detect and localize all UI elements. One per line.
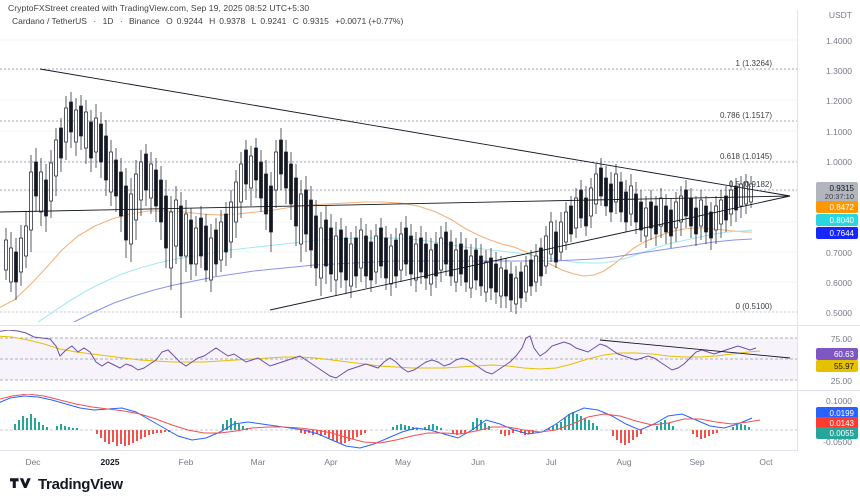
macd-signal-badge: 0.0143 <box>816 417 858 430</box>
ma-slow-badge: 0.7644 <box>816 227 858 240</box>
rsi-tick-25: 25.00 <box>830 376 852 386</box>
ma-fast-badge: 0.8472 <box>816 201 858 214</box>
time-label-mar: Mar <box>250 457 266 467</box>
ohlc-open-value: 0.9244 <box>176 16 203 26</box>
attribution-text: CryptoFXStreet created with TradingView.… <box>8 3 310 13</box>
candle-group-mid <box>229 128 328 296</box>
candle-group-left <box>4 92 128 300</box>
ascending-support-line <box>269 195 791 311</box>
macd-axis-separator <box>798 390 860 391</box>
fib-label-0786: 0.786 (1.1517) <box>719 111 772 120</box>
symbol-separator-2: · <box>119 16 123 26</box>
ma-slow-line <box>72 238 753 322</box>
fib-anchor-line <box>0 195 791 213</box>
price-tick-1-2000: 1.2000 <box>826 96 852 106</box>
price-tick-1-1000: 1.1000 <box>826 127 852 137</box>
ohlc-close-value: 0.9315 <box>302 16 329 26</box>
time-axis[interactable]: Dec 2025 Feb Mar Apr May Jun Jul Aug Sep… <box>0 450 798 473</box>
price-axis[interactable] <box>797 10 860 450</box>
time-label-sep: Sep <box>689 457 705 467</box>
macd-signal-line <box>0 394 761 444</box>
symbol-name[interactable]: Cardano / TetherUS <box>12 16 87 26</box>
time-label-feb: Feb <box>178 457 194 467</box>
price-tick-1-3000: 1.3000 <box>826 66 852 76</box>
macd-tick-negative: -0.0500 <box>823 437 852 447</box>
ohlc-open-label: O <box>166 16 173 26</box>
rsi-pane <box>0 330 798 381</box>
last-price-badge: 0.9315 20:37:10 <box>816 182 858 203</box>
symbol-separator-1: · <box>93 16 97 26</box>
time-label-jun: Jun <box>471 457 485 467</box>
triangle-pattern-overlay[interactable] <box>0 68 791 311</box>
tradingview-logo-icon <box>10 477 31 488</box>
rsi-value-badge: 60.63 <box>816 348 858 361</box>
time-label-2025: 2025 <box>100 457 120 467</box>
macd-tick-positive: 0.1000 <box>826 396 852 406</box>
fib-label-05: 0.5 (0.9182) <box>728 180 772 189</box>
rsi-tick-75: 75.00 <box>830 334 852 344</box>
price-tick-0-5000: 0.5000 <box>826 308 852 318</box>
time-label-jul: Jul <box>545 457 557 467</box>
macd-pane <box>0 394 798 449</box>
price-tick-0-7000: 0.7000 <box>826 248 852 258</box>
time-label-aug: Aug <box>616 457 632 467</box>
ohlc-low-value: 0.9241 <box>260 16 287 26</box>
macd-line <box>0 395 753 449</box>
tradingview-wordmark: TradingView <box>38 476 123 493</box>
fib-label-0618: 0.618 (1.0145) <box>719 152 772 161</box>
ohlc-low-label: L <box>251 16 257 26</box>
macd-histogram-badge: 0.0055 <box>816 427 858 440</box>
candle-group-midright <box>329 158 753 314</box>
time-label-may: May <box>394 457 412 467</box>
ohlc-high-label: H <box>209 16 216 26</box>
exchange-name: Binance <box>129 16 160 26</box>
ma-mid-badge: 0.8040 <box>816 214 858 227</box>
descending-resistance-line <box>39 68 791 197</box>
rsi-trendline <box>599 339 791 359</box>
macd-line-badge: 0.0199 <box>816 407 858 420</box>
price-axis-unit: USDT <box>828 10 852 20</box>
bar-countdown: 20:37:10 <box>824 191 854 201</box>
time-label-apr: Apr <box>324 457 338 467</box>
price-tick-1-0000: 1.0000 <box>826 157 852 167</box>
rsi-pane-separator <box>0 325 798 326</box>
price-tick-1-4000: 1.4000 <box>826 36 852 46</box>
footer-branding: TradingView <box>10 476 123 493</box>
time-label-dec: Dec <box>25 457 41 467</box>
rsi-axis-separator <box>798 325 860 326</box>
last-price-value: 0.9315 <box>829 183 854 193</box>
ma-fast-line <box>0 201 752 308</box>
fib-label-0: 0 (0.5100) <box>735 302 772 311</box>
ohlc-high-value: 0.9378 <box>219 16 246 26</box>
fib-label-1: 1 (1.3264) <box>735 59 772 68</box>
price-change: +0.0071 (+0.77%) <box>335 16 404 26</box>
price-gridlines <box>0 39 798 313</box>
chart-interval[interactable]: 1D <box>102 16 114 26</box>
rsi-line <box>0 330 757 379</box>
rsi-signal-badge: 55.97 <box>816 360 858 373</box>
time-label-oct: Oct <box>759 457 773 467</box>
ohlc-close-label: C <box>292 16 299 26</box>
symbol-info-bar: Cardano / TetherUS · 1D · Binance O 0.924… <box>12 16 407 26</box>
candle-group-midleft <box>129 144 228 318</box>
macd-pane-separator <box>0 390 798 391</box>
price-tick-0-6000: 0.6000 <box>826 278 852 288</box>
macd-histogram <box>14 412 750 446</box>
